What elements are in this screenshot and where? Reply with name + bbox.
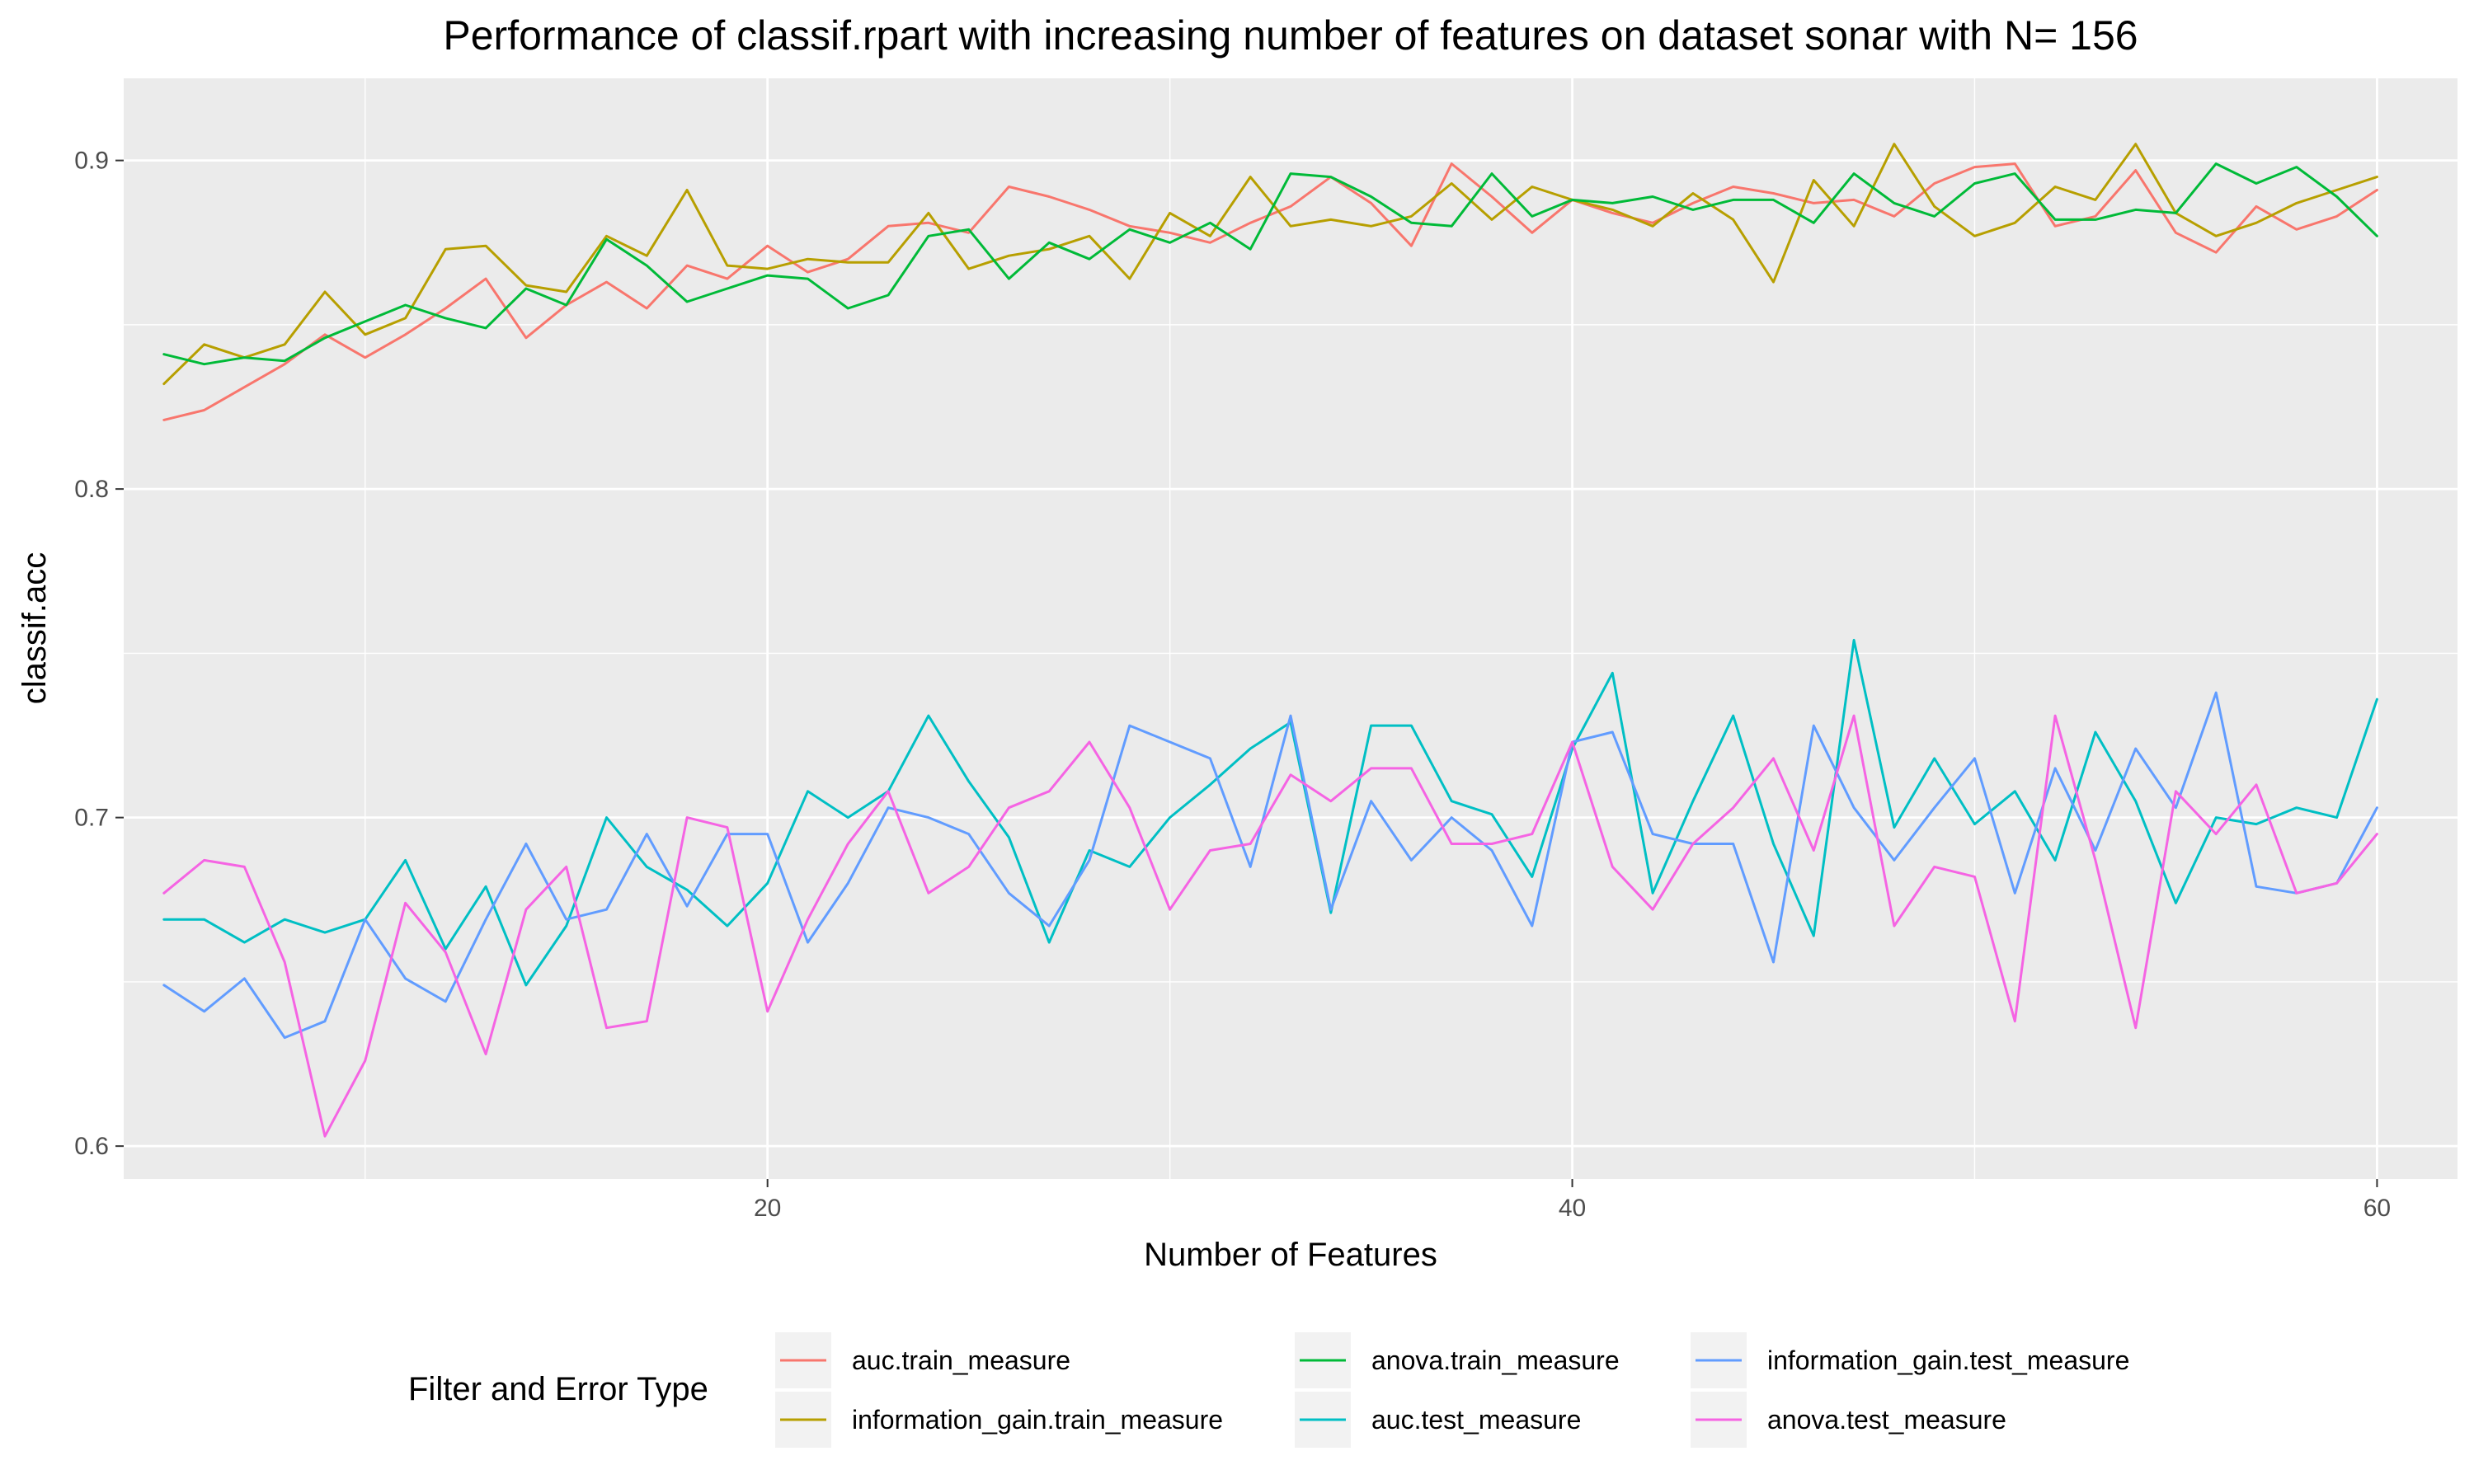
y-tick-label: 0.7 (74, 805, 109, 832)
grid-minor (124, 78, 2458, 1179)
legend-label: anova.test_measure (1767, 1405, 2006, 1435)
axis-ticks: 20 40 60 0.6 0.7 0.8 0.9 (74, 148, 2391, 1222)
y-axis-title: classif.acc (16, 552, 53, 705)
series-line-information_gain.train_measure (162, 143, 2378, 386)
x-axis-title: Number of Features (1144, 1237, 1437, 1273)
chart-title: Performance of classif.rpart with increa… (443, 12, 2138, 59)
series-line-auc.train_measure (162, 162, 2378, 421)
legend-title: Filter and Error Type (408, 1371, 708, 1407)
legend: auc.train_measure information_gain.train_… (775, 1332, 2129, 1448)
x-tick-label: 20 (754, 1195, 781, 1222)
x-tick-label: 40 (1559, 1195, 1586, 1222)
series-line-anova.train_measure (162, 162, 2378, 366)
x-tick-label: 60 (2363, 1195, 2391, 1222)
series-line-anova.test_measure (162, 714, 2378, 1138)
series-lines (162, 143, 2378, 1138)
legend-label: auc.train_measure (852, 1345, 1070, 1375)
legend-label: anova.train_measure (1371, 1345, 1620, 1375)
legend-label: auc.test_measure (1371, 1405, 1581, 1435)
grid-major (124, 78, 2458, 1179)
series-line-auc.test_measure (162, 638, 2378, 987)
series-line-information_gain.test_measure (162, 691, 2378, 1040)
y-tick-label: 0.6 (74, 1133, 109, 1160)
y-tick-label: 0.8 (74, 476, 109, 503)
y-tick-label: 0.9 (74, 148, 109, 175)
plot-panel (124, 78, 2458, 1179)
legend-label: information_gain.test_measure (1767, 1345, 2129, 1375)
legend-label: information_gain.train_measure (852, 1405, 1223, 1435)
